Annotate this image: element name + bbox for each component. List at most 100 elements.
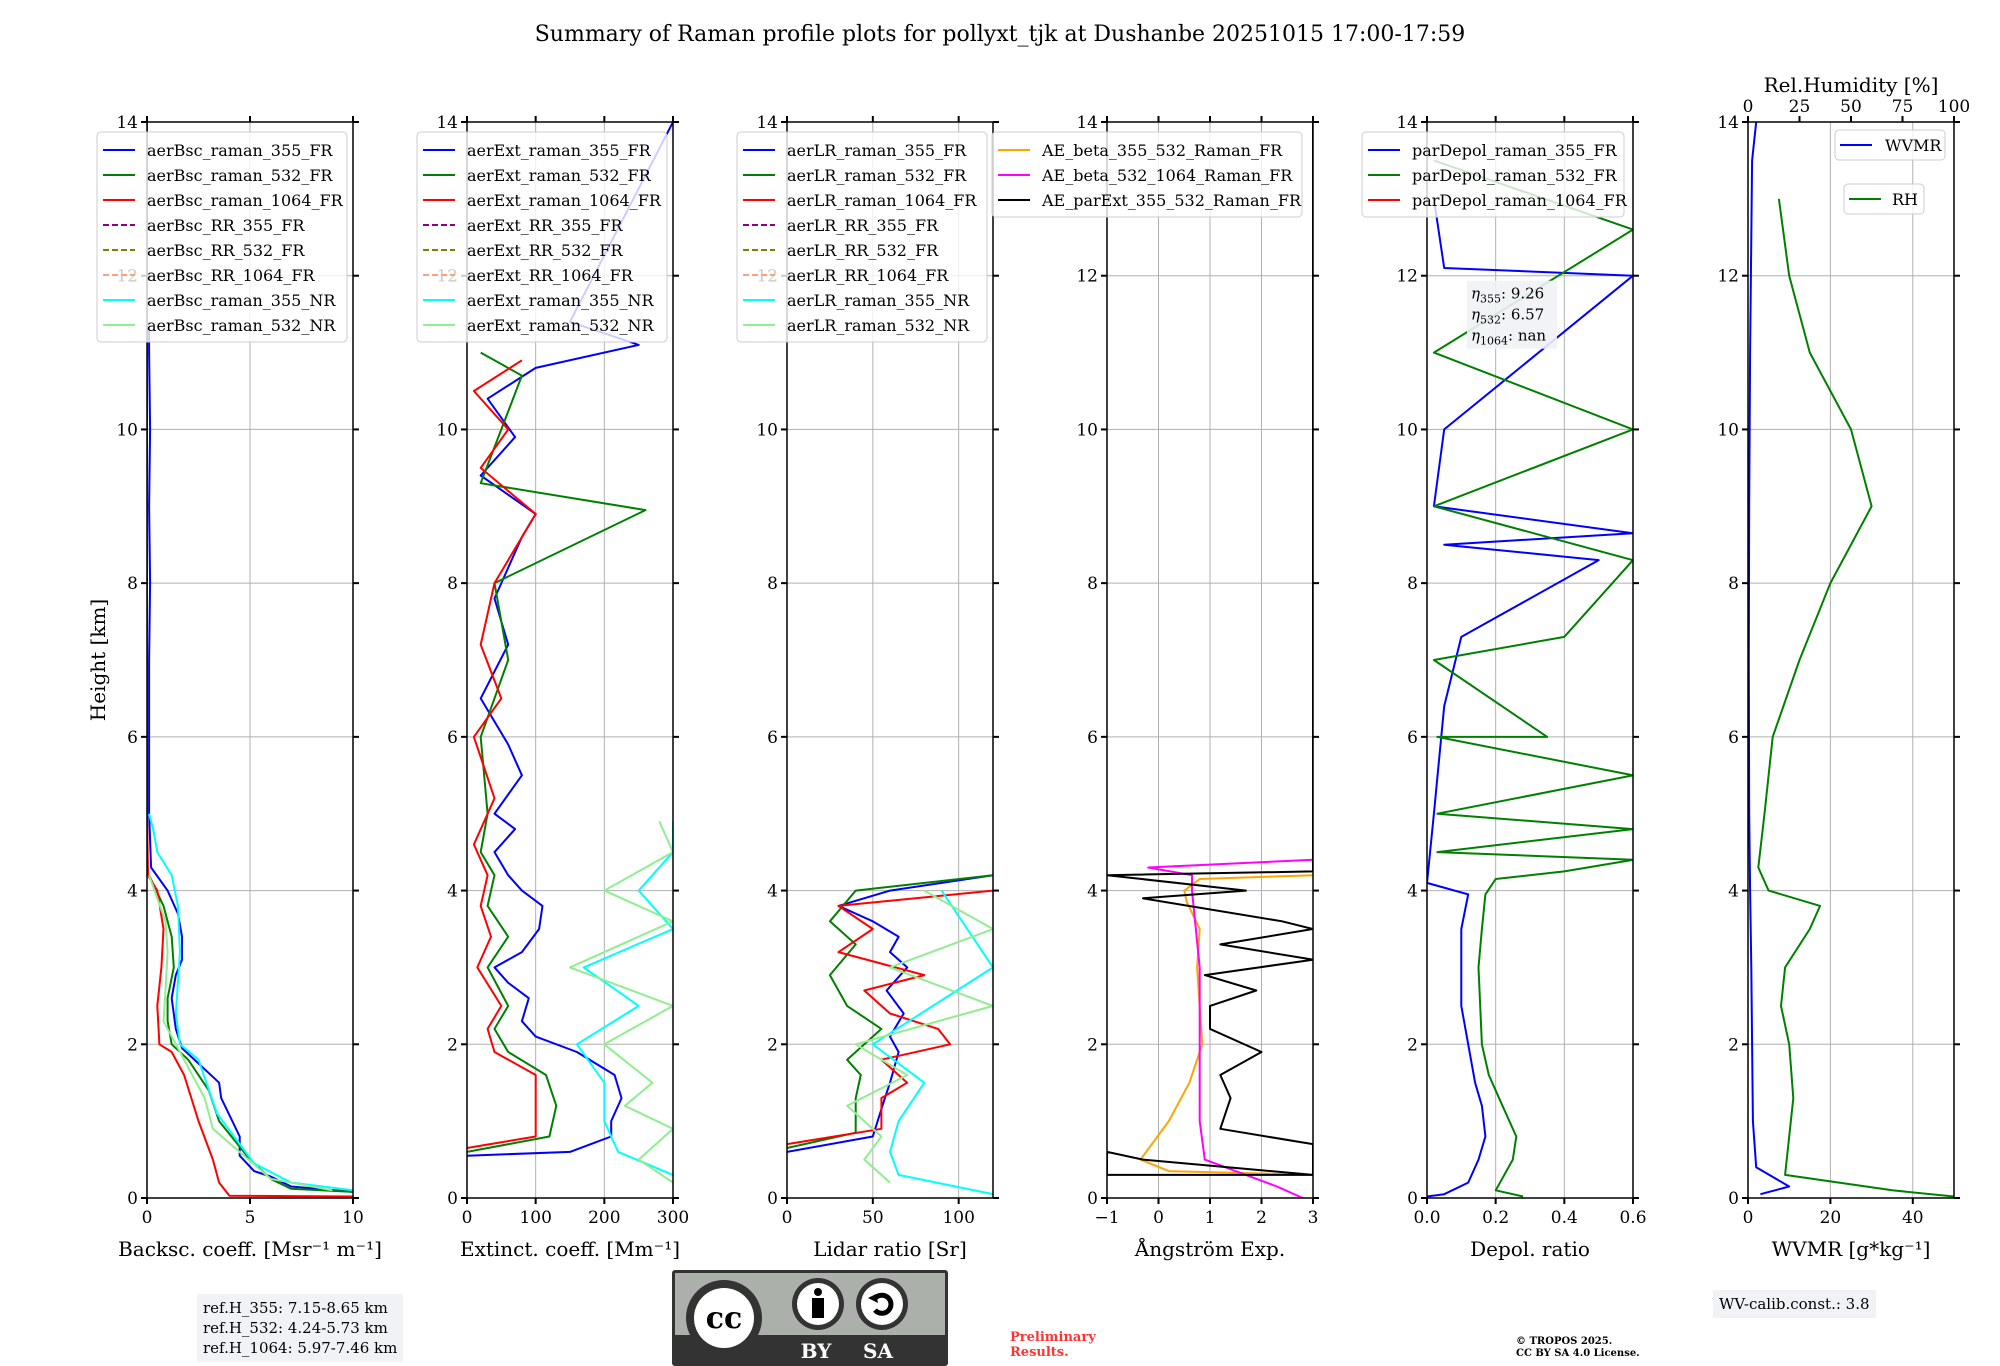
y-tick-label: 2	[767, 1035, 778, 1055]
legend-label: aerLR_RR_532_FR	[787, 241, 939, 260]
legend-label: aerBsc_RR_532_FR	[147, 241, 305, 260]
series-line-AE_beta_532_1064_Raman_FR	[1147, 858, 1313, 1198]
x-tick-label: 1	[1205, 1208, 1216, 1228]
series-group	[467, 122, 673, 1184]
x2-axis-label: Rel.Humidity [%]	[1764, 73, 1939, 97]
series-group	[1107, 122, 1313, 1198]
legend-label: AE_parExt_355_532_Raman_FR	[1041, 191, 1302, 210]
copyright-note: © TROPOS 2025. CC BY SA 4.0 License.	[1516, 1336, 1640, 1360]
y-tick-label: 10	[756, 420, 778, 440]
legend-label: WVMR	[1885, 136, 1942, 155]
legend-label: aerBsc_raman_1064_FR	[147, 191, 344, 210]
axes-frame	[786, 121, 994, 1199]
panel-lidar_ratio: 02468101214050100Lidar ratio [Sr]aerLR_r…	[736, 113, 999, 1261]
y-tick-label: 0	[1407, 1189, 1418, 1209]
preliminary-line-2: Results.	[1010, 1345, 1069, 1360]
badge-by-label: BY	[801, 1339, 833, 1363]
y-tick-label: 12	[1396, 267, 1418, 287]
series-line-AE_parExt_355_532_Raman_FR	[1107, 122, 1313, 1176]
x-tick-label: 300	[657, 1208, 689, 1228]
y-tick-label: 2	[1407, 1035, 1418, 1055]
panel-extinction: 024681012140100200300Extinct. coeff. [Mm…	[416, 113, 689, 1261]
y-tick-label: 2	[1087, 1035, 1098, 1055]
x-axis-label: Extinct. coeff. [Mm⁻¹]	[460, 1237, 680, 1261]
y-tick-label: 0	[767, 1189, 778, 1209]
y-tick-label: 6	[1728, 728, 1739, 748]
eta-annotation-1064: η1064: nan	[1471, 327, 1546, 348]
y-tick-label: 0	[127, 1189, 138, 1209]
legend-label: aerLR_raman_532_NR	[787, 316, 970, 335]
series-group	[1748, 122, 1954, 1198]
cc-by-sa-license-badge: cc BY SA	[672, 1270, 948, 1366]
y-tick-label: 14	[436, 113, 458, 133]
legend-label: aerLR_raman_1064_FR	[787, 191, 977, 210]
panel-backscatter: 024681012140510Backsc. coeff. [Msr⁻¹ m⁻¹…	[86, 113, 382, 1261]
legend-label: aerExt_raman_355_NR	[467, 291, 655, 310]
legend-label: aerBsc_RR_1064_FR	[147, 266, 316, 285]
legend-label: AE_beta_532_1064_Raman_FR	[1041, 166, 1293, 185]
attribution-icon	[792, 1278, 844, 1330]
panel-depol: 0 2 4 6 8 10 12 14 0.0 0.2 0.4 0.6 Depol. ratio parDe…	[1361, 113, 1647, 1261]
legend-label: aerExt_raman_1064_FR	[467, 191, 662, 210]
y-tick-label: 6	[767, 728, 778, 748]
series-group	[787, 874, 993, 1196]
series-line-aerBsc_raman_532_NR	[148, 874, 333, 1192]
y-tick-label: 8	[767, 574, 778, 594]
y-tick-label: 2	[447, 1035, 458, 1055]
x-tick-label: 0	[1743, 1208, 1754, 1228]
y-tick-label: 8	[1407, 574, 1418, 594]
legend: AE_beta_355_532_Raman_FR AE_beta_532_1064…	[991, 131, 1303, 218]
series-group	[147, 122, 353, 1198]
series-line-aerLR_raman_1064_FR	[787, 889, 993, 1146]
x2-tick-label: 0	[1743, 97, 1754, 117]
x-tick-label: 0.2	[1482, 1208, 1509, 1228]
y-tick-label: 0	[447, 1189, 458, 1209]
y-tick-label: 0	[1087, 1189, 1098, 1209]
y-tick-label: 10	[436, 420, 458, 440]
ref-height-1064: ref.H_1064: 5.97-7.46 km	[203, 1339, 398, 1357]
x-tick-label: 0	[462, 1208, 473, 1228]
y-tick-label: 14	[1076, 113, 1098, 133]
legend-label: aerExt_RR_355_FR	[467, 216, 624, 235]
y-tick-label: 4	[1728, 882, 1739, 902]
x-tick-label: 200	[588, 1208, 620, 1228]
legend-box	[991, 131, 1303, 218]
series-group	[1427, 159, 1633, 1198]
series-line-aerLR_raman_532_FR	[787, 874, 993, 1149]
y-tick-label: 8	[1728, 574, 1739, 594]
legend-label: aerBsc_raman_355_NR	[147, 291, 336, 310]
series-line-parDepol_raman_532_FR	[1432, 159, 1633, 1198]
y-tick-label: 14	[116, 113, 138, 133]
legend-box	[736, 131, 988, 343]
legend-label: parDepol_raman_1064_FR	[1412, 191, 1628, 210]
figure-title: Summary of Raman profile plots for polly…	[534, 22, 1466, 47]
axes-frame	[466, 121, 674, 1199]
legend: aerBsc_raman_355_FR aerBsc_raman_532_FRae…	[96, 131, 348, 343]
share-alike-icon	[856, 1278, 908, 1330]
legend-label: aerBsc_raman_355_FR	[147, 141, 333, 160]
legend: aerLR_raman_355_FR aerLR_raman_532_FR aerL…	[736, 131, 988, 343]
y-tick-label: 10	[116, 420, 138, 440]
legend-label: aerLR_raman_355_FR	[787, 141, 967, 160]
legend-label: aerLR_RR_355_FR	[787, 216, 939, 235]
legend-label: parDepol_raman_355_FR	[1412, 141, 1618, 160]
series-line-aerExt_raman_532_FR	[467, 351, 647, 1153]
legend-box	[416, 131, 668, 343]
legend: parDepol_raman_355_FR parDepol_raman_532_…	[1361, 131, 1628, 218]
y-tick-label: 6	[447, 728, 458, 748]
x2-tick-label: 50	[1840, 97, 1862, 117]
ref-height-532: ref.H_532: 4.24-5.73 km	[203, 1319, 388, 1337]
series-line-aerExt_raman_355_NR	[575, 821, 673, 1176]
x-tick-label: 0	[782, 1208, 793, 1228]
legend-label: RH	[1892, 190, 1918, 209]
x2-tick-label: 25	[1789, 97, 1811, 117]
legend-label: aerExt_raman_355_FR	[467, 141, 652, 160]
eta-annotation-355: η355: 9.26	[1471, 285, 1544, 306]
y-tick-label: 2	[1728, 1035, 1739, 1055]
y-tick-label: 4	[1407, 882, 1418, 902]
series-line-WVMR	[1748, 122, 1791, 1196]
y-tick-label: 8	[1087, 574, 1098, 594]
y-tick-label: 6	[127, 728, 138, 748]
